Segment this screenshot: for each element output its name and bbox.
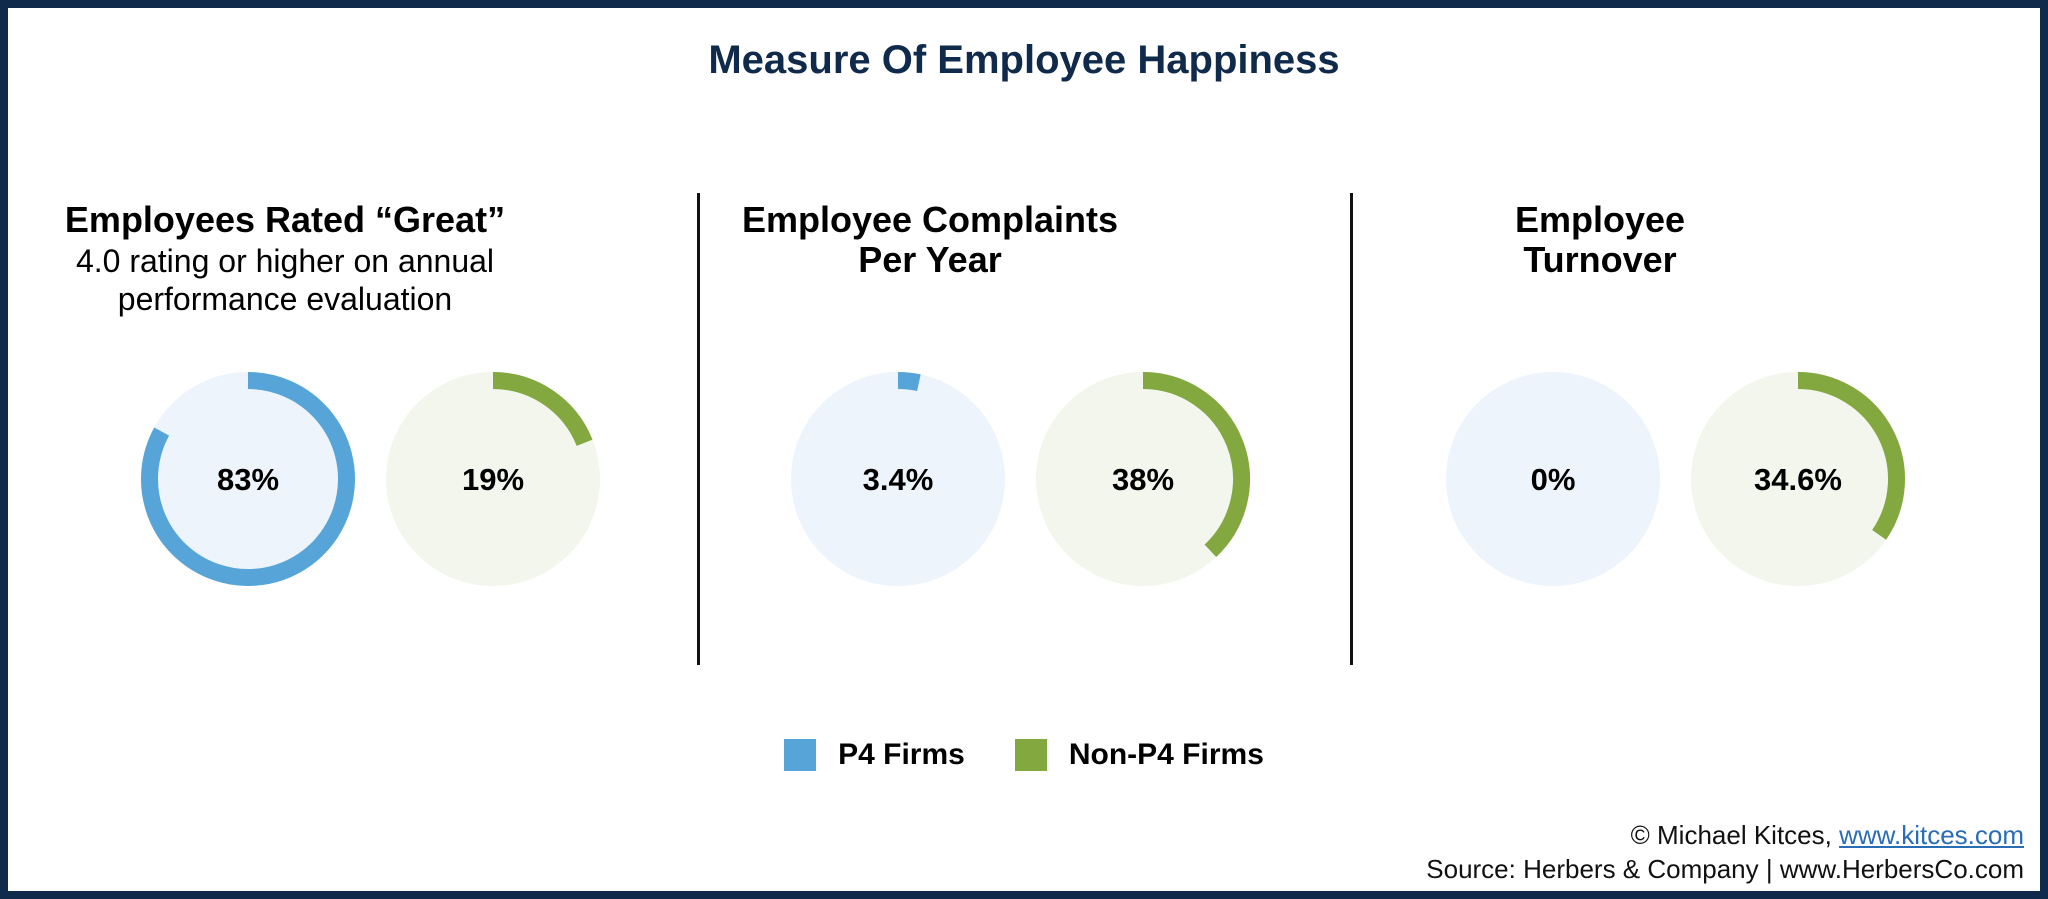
panel-title-turnover: Employee Turnover (1514, 199, 1686, 280)
donut-track (791, 372, 1005, 586)
divider (697, 193, 700, 665)
copyright-text: © Michael Kitces, (1630, 820, 1840, 850)
legend-item-p4: P4 Firms (784, 738, 965, 772)
donut-value-label: 38% (1112, 462, 1174, 497)
chart-title: Measure Of Employee Happiness (708, 38, 1340, 82)
donut-value-label: 3.4% (863, 462, 934, 497)
footer: © Michael Kitces, www.kitces.com Source:… (1426, 818, 2024, 886)
donut-value-label: 19% (462, 462, 524, 497)
donut-track (1036, 372, 1250, 586)
panel-subtitle: 4.0 rating or higher on annual performan… (75, 243, 495, 317)
donut-value-label: 34.6% (1754, 462, 1842, 497)
donut-value-label: 83% (217, 462, 279, 497)
donut-track (141, 372, 355, 586)
donut-arc (492, 372, 593, 447)
donut-track (1446, 372, 1660, 586)
legend-label: Non-P4 Firms (1068, 738, 1264, 771)
kitces-link[interactable]: www.kitces.com (1839, 820, 2024, 850)
legend-label: P4 Firms (838, 738, 965, 771)
donut-arc (1797, 372, 1905, 540)
panel-title-rated-great: Employees Rated “Great” 4.0 rating or hi… (0, 200, 570, 318)
divider (1350, 193, 1353, 665)
legend-swatch (1014, 739, 1047, 771)
donut-value-label: 0% (1531, 462, 1576, 497)
donut-arc (141, 372, 355, 586)
panel-title-complaints: Employee Complaints Per Year (741, 199, 1119, 280)
donut-arc (1142, 372, 1250, 557)
donut-track (386, 372, 600, 586)
legend-item-non-p4: Non-P4 Firms (1014, 738, 1264, 772)
legend-swatch (784, 739, 817, 771)
copyright-line: © Michael Kitces, www.kitces.com (1426, 818, 2024, 852)
source-line: Source: Herbers & Company | www.HerbersC… (1426, 854, 2024, 884)
donut-arc (897, 372, 921, 392)
panel-title-text: Employees Rated “Great” (64, 199, 506, 240)
legend: P4 Firms Non-P4 Firms (0, 738, 2048, 772)
donut-track (1691, 372, 1905, 586)
